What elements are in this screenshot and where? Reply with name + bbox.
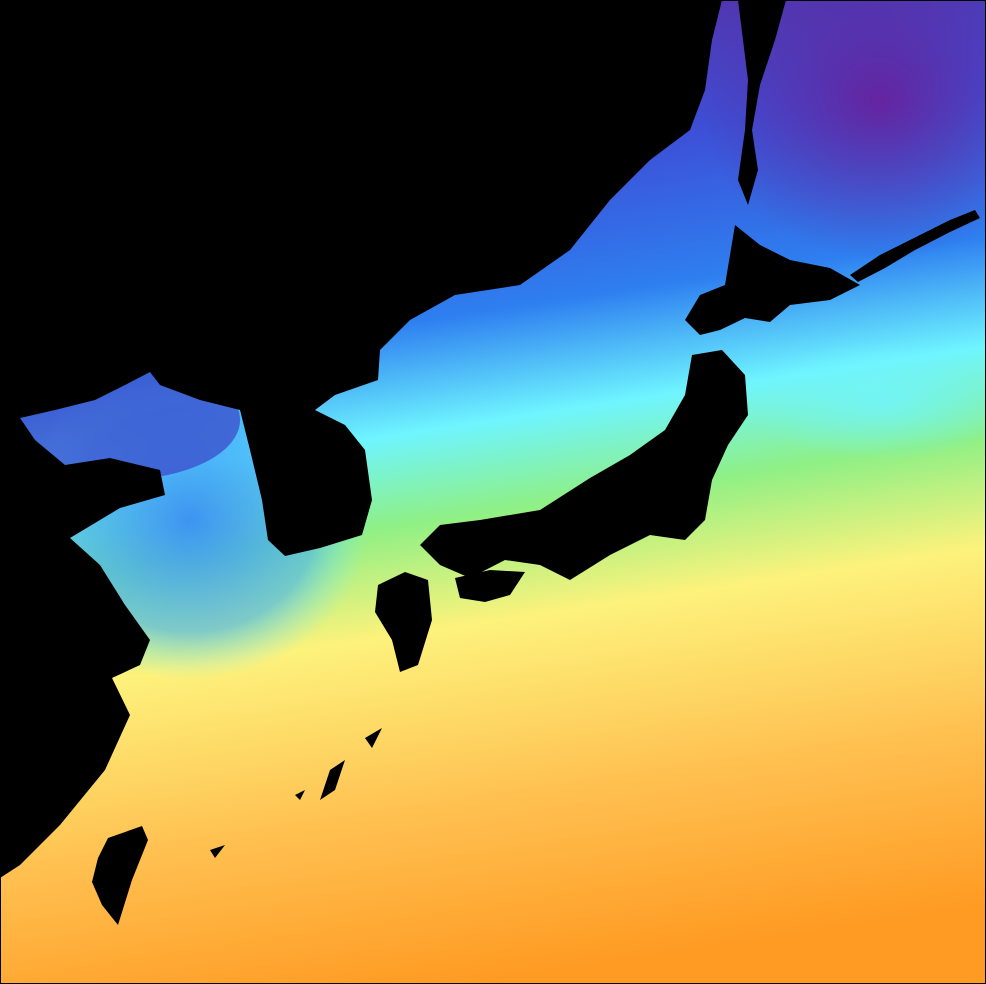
asian-mainland-land xyxy=(0,0,722,878)
kyushu-land xyxy=(375,572,432,672)
kuril-islands-land xyxy=(850,210,980,282)
sakhalin-land xyxy=(738,0,786,205)
hokkaido-land xyxy=(685,225,860,335)
shikoku-land xyxy=(455,570,525,602)
oyashio-region xyxy=(740,340,986,460)
honshu-land xyxy=(420,350,748,580)
taiwan-land xyxy=(92,826,148,925)
sea-of-okhotsk-region xyxy=(700,0,986,260)
